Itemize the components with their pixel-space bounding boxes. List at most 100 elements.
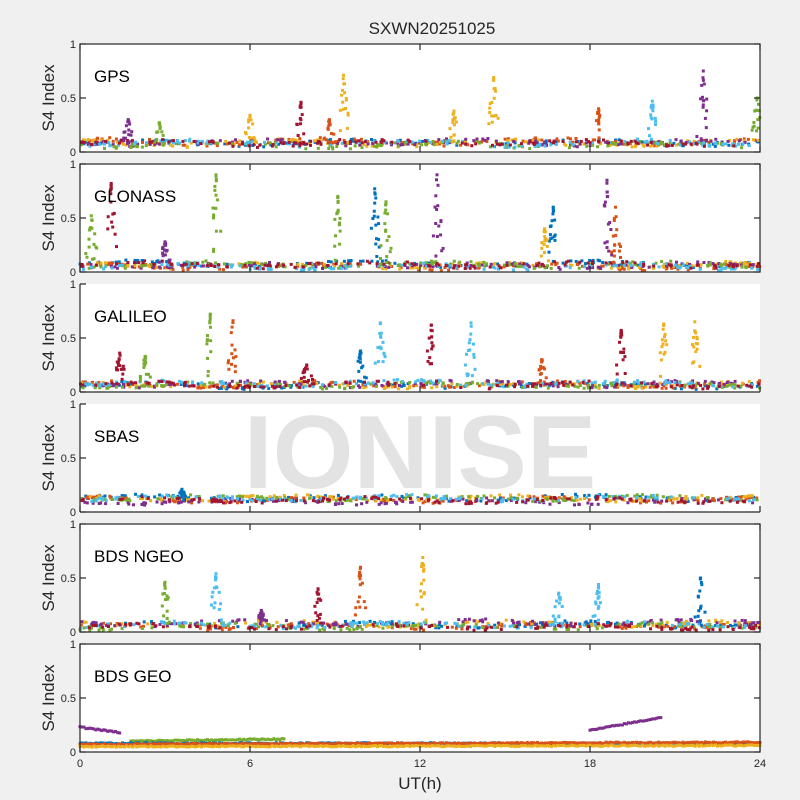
data-point: [467, 502, 471, 506]
data-point: [525, 382, 529, 386]
data-point: [461, 497, 465, 501]
data-point: [447, 139, 451, 143]
data-point: [141, 138, 145, 142]
data-point: [534, 136, 538, 140]
data-point: [633, 380, 636, 384]
data-point: [97, 502, 101, 505]
data-point: [323, 263, 327, 267]
data-point: [309, 374, 313, 378]
data-point: [594, 385, 598, 389]
data-point: [99, 263, 103, 267]
data-point: [217, 590, 221, 594]
data-point: [480, 618, 484, 622]
data-point: [494, 501, 498, 505]
data-point: [549, 381, 553, 385]
data-point: [515, 625, 519, 629]
data-point: [116, 368, 120, 372]
data-point: [104, 728, 108, 732]
data-point: [597, 116, 601, 120]
data-point: [603, 241, 607, 245]
axes: [79, 523, 761, 633]
data-point: [80, 263, 84, 266]
data-point: [543, 382, 547, 386]
data-point: [587, 498, 591, 502]
data-point: [303, 380, 306, 384]
data-point: [476, 382, 480, 386]
data-point: [443, 266, 447, 269]
data-point: [257, 382, 261, 386]
data-point: [732, 140, 736, 144]
data-point: [404, 496, 408, 500]
data-point: [262, 145, 266, 149]
data-point: [82, 138, 86, 142]
data-point: [199, 386, 203, 390]
data-point: [439, 233, 443, 237]
data-point: [480, 382, 484, 386]
data-point: [465, 382, 469, 385]
data-point: [551, 380, 555, 384]
data-point: [374, 223, 378, 227]
data-point: [419, 595, 423, 599]
data-point: [545, 238, 549, 242]
data-point: [699, 581, 703, 584]
data-point: [118, 351, 122, 355]
data-point: [464, 621, 468, 625]
data-point: [381, 499, 385, 503]
data-point: [569, 137, 572, 141]
data-point: [142, 501, 146, 505]
data-point: [543, 237, 547, 241]
data-point: [532, 497, 536, 501]
data-point: [654, 261, 658, 265]
data-point: [222, 738, 226, 742]
data-point: [606, 500, 610, 504]
data-point: [212, 739, 215, 743]
data-point: [213, 621, 217, 625]
data-point: [684, 619, 688, 623]
data-point: [700, 139, 704, 143]
data-point: [181, 143, 185, 147]
data-point: [118, 731, 122, 735]
data-point: [100, 729, 104, 733]
data-point: [602, 138, 605, 142]
data-point: [372, 209, 376, 213]
axes: [79, 283, 761, 393]
data-point: [349, 499, 353, 503]
data-point: [393, 385, 397, 389]
data-point: [656, 384, 660, 388]
data-point: [597, 119, 601, 123]
data-point: [576, 140, 580, 144]
data-point: [421, 607, 425, 611]
data-point: [751, 138, 755, 142]
data-point: [149, 739, 153, 743]
data-point: [681, 142, 685, 146]
data-point: [682, 500, 686, 504]
data-point: [549, 237, 553, 241]
data-point: [380, 384, 384, 387]
data-point: [124, 623, 128, 627]
data-point: [686, 139, 690, 143]
data-point: [161, 251, 165, 255]
data-point: [570, 498, 574, 502]
data-point: [319, 621, 323, 625]
data-point: [281, 627, 285, 631]
data-point: [353, 621, 356, 625]
data-point: [719, 623, 723, 627]
data-point: [140, 495, 144, 499]
data-point: [92, 142, 96, 146]
data-point: [267, 624, 271, 628]
data-point: [500, 624, 504, 628]
data-point: [325, 386, 328, 390]
data-point: [520, 386, 524, 389]
data-point: [555, 599, 559, 603]
data-point: [450, 382, 454, 386]
data-point: [110, 379, 113, 383]
data-point: [173, 738, 177, 742]
data-point: [155, 382, 159, 386]
data-point: [469, 494, 473, 498]
data-point: [267, 264, 271, 267]
data-point: [144, 381, 148, 385]
data-point: [347, 624, 351, 628]
data-point: [414, 623, 418, 627]
data-point: [402, 624, 406, 628]
data-point: [87, 626, 91, 630]
